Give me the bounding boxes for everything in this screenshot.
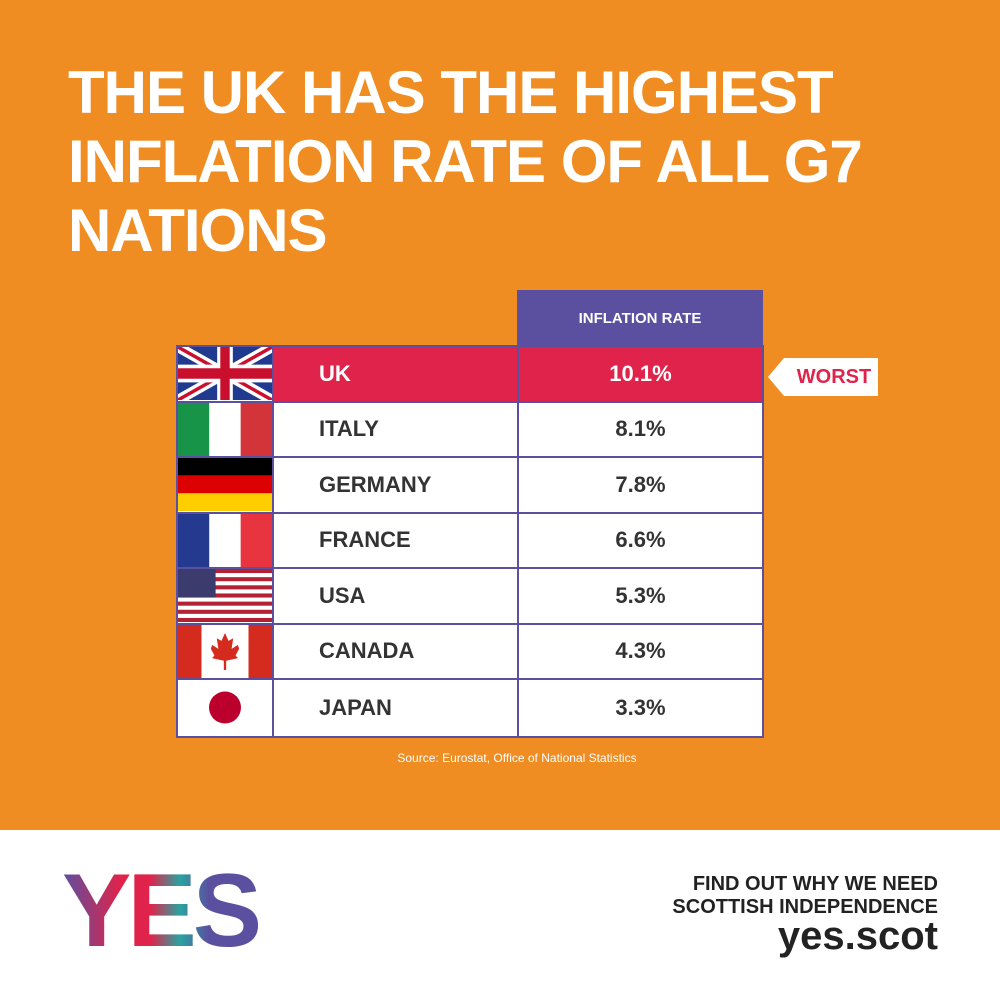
flag-uk <box>178 347 274 401</box>
logo: YES <box>62 853 262 969</box>
url: yes.scot <box>777 914 938 958</box>
rate: 3.3% <box>615 694 666 720</box>
cta-line: SCOTTISH INDEPENDENCE <box>672 896 938 918</box>
flag-canada <box>178 624 274 678</box>
table-row: ITALY 8.1% <box>178 402 762 458</box>
country: JAPAN <box>274 680 519 736</box>
rate: 5.3% <box>615 582 666 608</box>
table-row: GERMANY 7.8% <box>178 458 762 514</box>
badge: WORST <box>796 365 872 388</box>
table-row: USA 5.3% <box>178 569 762 625</box>
rate: 7.8% <box>615 471 666 497</box>
flag-usa <box>178 569 274 623</box>
rate: 10.1% <box>519 347 762 401</box>
country: CANADA <box>274 624 519 678</box>
table-row: UK 10.1% <box>178 347 762 403</box>
source: Source: Eurostat, Office of National Sta… <box>397 751 637 765</box>
flag-italy <box>178 402 274 456</box>
table-row: JAPAN 3.3% <box>178 680 762 736</box>
flag-japan <box>178 680 274 736</box>
column-header: INFLATION RATE <box>517 290 763 346</box>
table-row: FRANCE 6.6% <box>178 513 762 569</box>
table-row: CANADA 4.3% <box>178 624 762 680</box>
country: ITALY <box>274 402 519 456</box>
country: UK <box>274 347 519 401</box>
rate: 4.3% <box>615 638 666 664</box>
country: FRANCE <box>274 513 519 567</box>
badge-shape <box>768 358 878 396</box>
rate: 8.1% <box>615 416 666 442</box>
country: USA <box>274 569 519 623</box>
title: THE UK HAS THE HIGHEST INFLATION RATE OF… <box>68 59 863 264</box>
flag-germany <box>178 458 274 512</box>
table: UK 10.1% ITALY 8.1% GERMANY 7.8% FRANCE … <box>176 345 764 738</box>
rate: 6.6% <box>615 527 666 553</box>
flag-france <box>178 513 274 567</box>
country: GERMANY <box>274 458 519 512</box>
footer <box>0 830 1000 1000</box>
cta-line: FIND OUT WHY WE NEED <box>692 873 938 895</box>
